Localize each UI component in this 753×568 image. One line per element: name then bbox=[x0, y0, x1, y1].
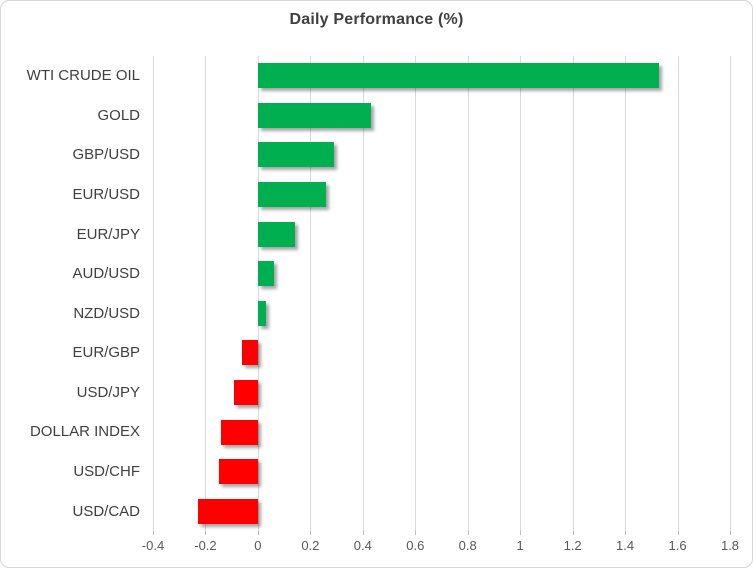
axis-tick-mark bbox=[153, 531, 154, 535]
value-axis: -0.4 -0.2 0 0.2 0.4 0.6 0.8 1 1.2 1.4 1.6 1.8 bbox=[142, 538, 739, 560]
x-tick-label: 1 bbox=[516, 538, 524, 553]
axis-tick-mark bbox=[467, 531, 469, 535]
category-label: DOLLAR INDEX bbox=[29, 423, 140, 441]
x-tick-label: 0.8 bbox=[458, 538, 477, 553]
category-label: EUR/JPY bbox=[76, 225, 140, 243]
x-tick-label: 1.8 bbox=[720, 538, 740, 553]
chart-title: Daily Performance (%) bbox=[289, 11, 464, 28]
bar-usd-cad bbox=[197, 498, 258, 524]
axis-tick-mark bbox=[572, 531, 574, 535]
category-label: USD/CAD bbox=[72, 502, 140, 520]
x-tick-label: 1.4 bbox=[616, 538, 635, 553]
category-label: WTI CRUDE OIL bbox=[26, 67, 140, 85]
gridline bbox=[572, 56, 574, 531]
x-tick-label: 0 bbox=[254, 538, 262, 553]
category-label: USD/JPY bbox=[76, 383, 140, 401]
axis-tick-mark bbox=[677, 531, 679, 535]
category-label: EUR/GBP bbox=[72, 344, 140, 362]
category-label: USD/CHF bbox=[73, 463, 140, 481]
bar-usd-chf bbox=[218, 459, 258, 485]
bar-wti-crude-oil bbox=[257, 63, 660, 89]
gridline bbox=[520, 56, 522, 531]
x-tick-label: 0.6 bbox=[406, 538, 425, 553]
gridline bbox=[205, 56, 207, 531]
category-label: EUR/USD bbox=[72, 186, 140, 204]
category-label: GBP/USD bbox=[72, 146, 140, 164]
gridline bbox=[257, 56, 259, 531]
bar-gbp-usd bbox=[257, 142, 334, 168]
category-label: NZD/USD bbox=[73, 304, 140, 322]
x-tick-label: -0.4 bbox=[141, 538, 165, 553]
axis-tick-mark bbox=[205, 531, 207, 535]
x-tick-label: 1.6 bbox=[668, 538, 687, 553]
gridline bbox=[362, 56, 364, 531]
bar-nzd-usd bbox=[257, 300, 266, 326]
bar-aud-usd bbox=[257, 261, 274, 287]
x-tick-label: 1.2 bbox=[563, 538, 582, 553]
axis-tick-mark bbox=[520, 531, 522, 535]
axis-tick-mark bbox=[362, 531, 364, 535]
gridline bbox=[730, 56, 731, 531]
bar-usd-jpy bbox=[234, 379, 258, 405]
axis-tick-mark bbox=[415, 531, 417, 535]
gridline bbox=[625, 56, 627, 531]
gridline bbox=[310, 56, 312, 531]
bar-eur-jpy bbox=[257, 221, 295, 247]
x-tick-label: 0.2 bbox=[301, 538, 320, 553]
bar-gold bbox=[257, 102, 371, 128]
axis-tick-mark bbox=[310, 531, 312, 535]
category-label: AUD/USD bbox=[72, 265, 140, 283]
axis-tick-mark bbox=[730, 531, 731, 535]
x-tick-label: -0.2 bbox=[194, 538, 217, 553]
bar-eur-gbp bbox=[242, 340, 258, 366]
plot-area bbox=[153, 56, 731, 535]
bar-eur-usd bbox=[257, 182, 327, 208]
gridline bbox=[153, 56, 154, 531]
axis-tick-mark bbox=[257, 531, 259, 535]
gridline bbox=[677, 56, 679, 531]
category-axis: WTI CRUDE OIL GOLD GBP/USD EUR/USD EUR/JPY AU… bbox=[1, 56, 140, 531]
gridline bbox=[415, 56, 417, 531]
category-label: GOLD bbox=[97, 106, 140, 124]
axis-tick-mark bbox=[625, 531, 627, 535]
bar-dollar-index bbox=[221, 419, 258, 445]
gridline bbox=[467, 56, 469, 531]
x-tick-label: 0.4 bbox=[353, 538, 372, 553]
